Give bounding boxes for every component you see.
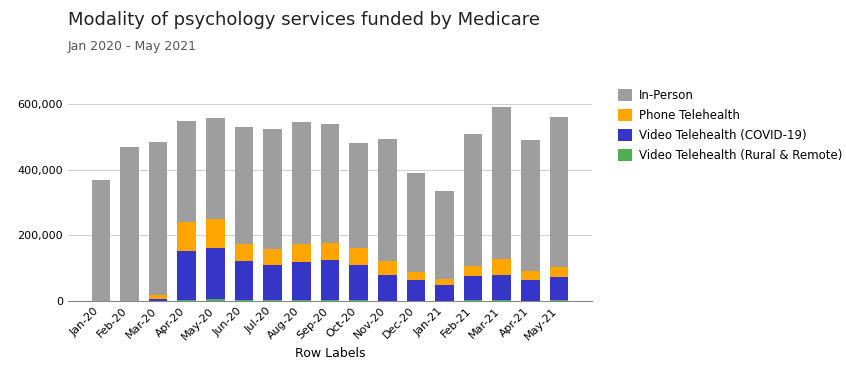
Bar — [464, 134, 482, 266]
Bar — [435, 279, 453, 285]
Bar — [435, 285, 453, 301]
Bar — [464, 300, 482, 301]
Bar — [550, 117, 569, 266]
Bar — [521, 280, 540, 301]
Bar — [521, 140, 540, 271]
Bar — [349, 300, 368, 301]
Bar — [120, 147, 139, 301]
Bar — [178, 300, 196, 301]
Bar — [292, 244, 310, 262]
Text: Jan 2020 - May 2021: Jan 2020 - May 2021 — [68, 40, 196, 53]
Bar — [149, 295, 168, 299]
Text: Modality of psychology services funded by Medicare: Modality of psychology services funded b… — [68, 11, 540, 29]
Bar — [178, 120, 196, 222]
Bar — [407, 173, 426, 272]
Bar — [263, 300, 282, 301]
Bar — [321, 300, 339, 301]
Bar — [206, 219, 225, 248]
Bar — [492, 275, 511, 300]
Bar — [149, 299, 168, 301]
X-axis label: Row Labels: Row Labels — [294, 348, 365, 360]
Bar — [178, 251, 196, 300]
Bar — [149, 142, 168, 295]
Bar — [407, 280, 426, 301]
Bar — [435, 191, 453, 279]
Bar — [492, 108, 511, 259]
Bar — [263, 265, 282, 300]
Bar — [378, 139, 397, 261]
Bar — [378, 261, 397, 275]
Bar — [378, 275, 397, 301]
Bar — [234, 300, 253, 301]
Bar — [292, 300, 310, 301]
Bar — [292, 262, 310, 300]
Bar — [464, 276, 482, 300]
Bar — [234, 261, 253, 300]
Bar — [178, 222, 196, 251]
Bar — [521, 271, 540, 280]
Bar — [492, 259, 511, 275]
Bar — [234, 244, 253, 261]
Bar — [349, 265, 368, 300]
Bar — [550, 277, 569, 300]
Bar — [263, 129, 282, 249]
Bar — [550, 300, 569, 301]
Bar — [492, 300, 511, 301]
Bar — [321, 124, 339, 243]
Bar — [349, 248, 368, 265]
Bar — [91, 180, 110, 301]
Bar — [407, 272, 426, 280]
Bar — [550, 266, 569, 277]
Bar — [321, 260, 339, 300]
Bar — [234, 127, 253, 244]
Bar — [263, 249, 282, 265]
Bar — [206, 248, 225, 299]
Bar — [464, 266, 482, 276]
Bar — [292, 122, 310, 244]
Bar — [206, 118, 225, 219]
Bar — [321, 243, 339, 260]
Legend: In-Person, Phone Telehealth, Video Telehealth (COVID-19), Video Telehealth (Rura: In-Person, Phone Telehealth, Video Teleh… — [613, 84, 846, 167]
Bar — [349, 143, 368, 248]
Bar — [206, 299, 225, 301]
